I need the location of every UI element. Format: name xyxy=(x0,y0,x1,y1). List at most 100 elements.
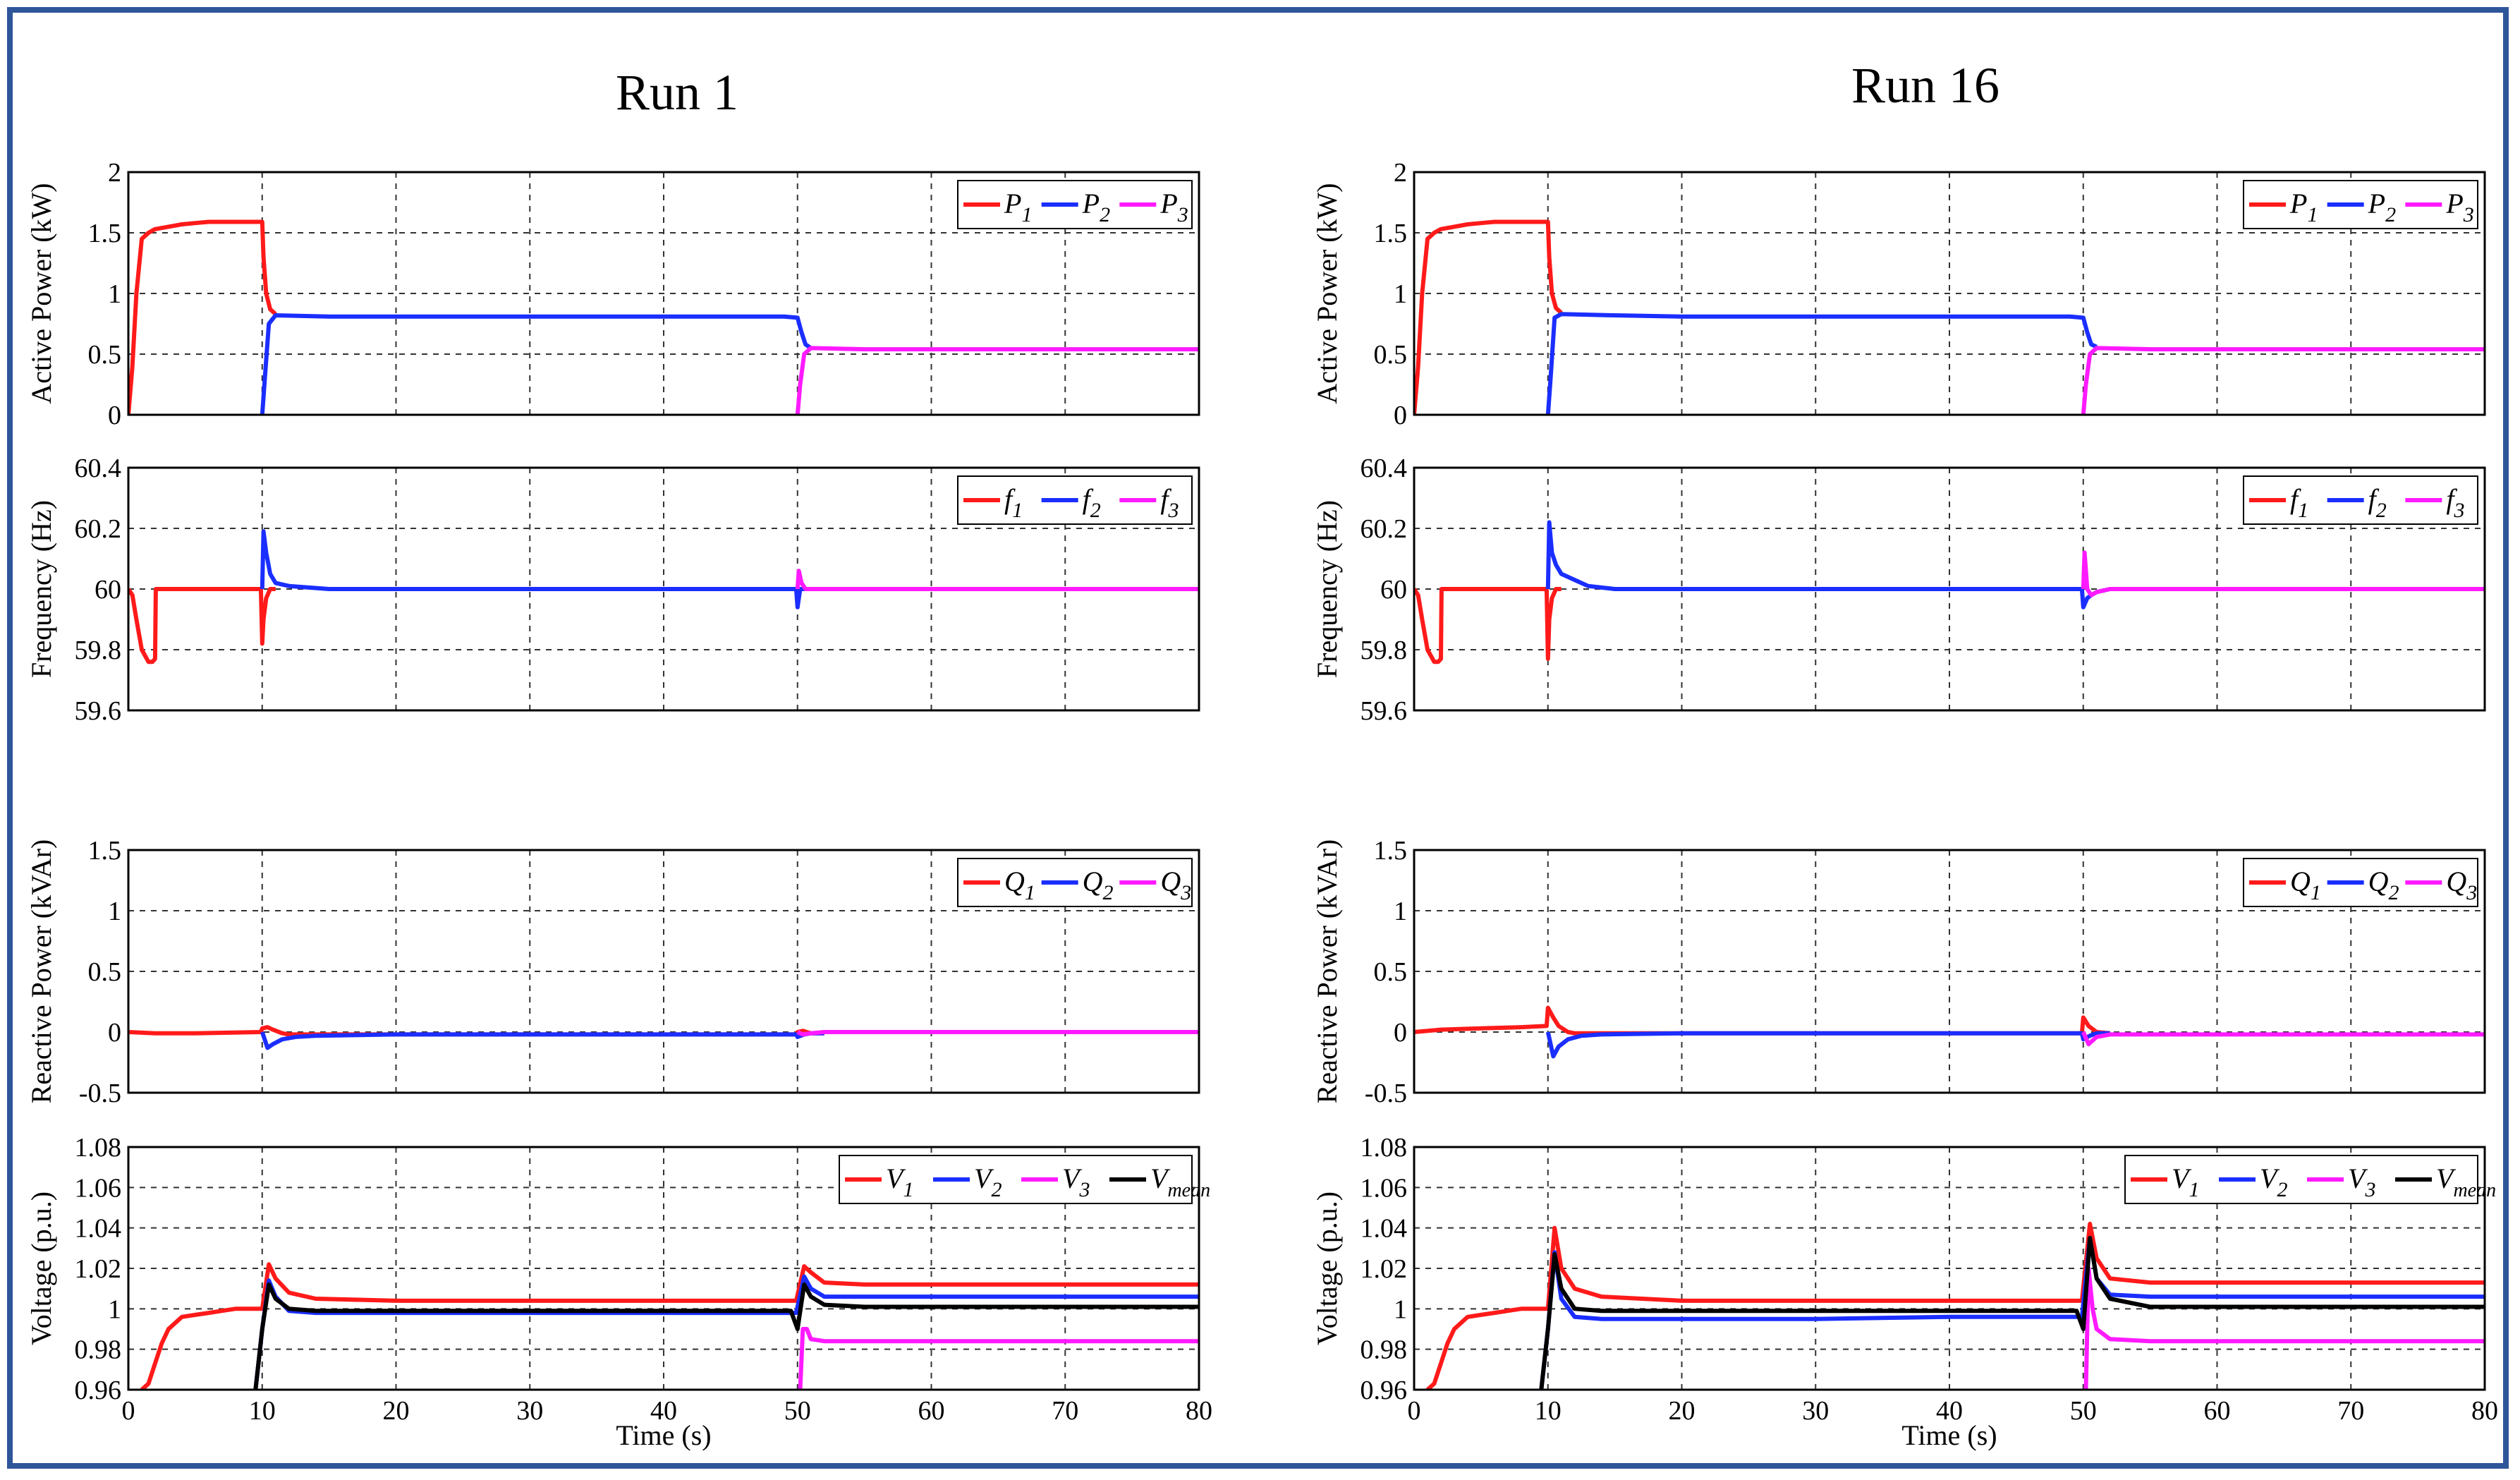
legend: V1 V2 V3 Vmean xyxy=(2124,1155,2496,1204)
x-tick-label: 40 xyxy=(650,1396,677,1426)
legend: f1 f2 f3 xyxy=(957,475,1193,525)
y-tick-label: 1.06 xyxy=(1361,1173,1408,1203)
legend-subscript: 1 xyxy=(2298,499,2308,522)
y-tick-label: -0.5 xyxy=(79,1079,121,1108)
legend-label: P2 xyxy=(1082,188,1110,226)
legend-label: Q2 xyxy=(1083,866,1114,904)
legend-subscript: 3 xyxy=(1078,1178,1090,1201)
y-axis-label: Active Power (kW) xyxy=(1311,183,1343,404)
legend-label: Q1 xyxy=(1004,866,1035,904)
legend-subscript: 1 xyxy=(1021,203,1032,226)
legend-label: Q3 xyxy=(1160,866,1191,904)
legend-symbol: V xyxy=(1150,1163,1171,1194)
legend-label: Vmean xyxy=(2436,1163,2496,1201)
legend-subscript: 1 xyxy=(903,1178,913,1201)
y-tick-label: 1.02 xyxy=(1361,1254,1408,1284)
legend-subscript: 2 xyxy=(2376,499,2387,522)
legend: P1 P2 P3 xyxy=(2243,180,2478,229)
series-line-P1 xyxy=(128,219,277,415)
legend-symbol: P xyxy=(2289,188,2307,219)
legend: Q1 Q2 Q3 xyxy=(2243,858,2478,907)
legend-subscript: 2 xyxy=(2277,1178,2287,1201)
legend-subscript: 1 xyxy=(2189,1178,2199,1201)
panel-frequency-run2: 59.6 59.8 60 60.2 60.4 Frequency (Hz) f1 f2 f3 xyxy=(1311,454,2486,726)
x-axis-label-run2: Time (s) xyxy=(1901,1419,1997,1451)
x-tick-label: 20 xyxy=(1669,1396,1696,1426)
plot-frame xyxy=(127,466,1200,712)
series-line-V3 xyxy=(2083,1266,2485,1390)
legend-symbol: Q xyxy=(1004,866,1025,897)
series-line-V1 xyxy=(140,1262,1199,1390)
series-line-f2 xyxy=(260,529,811,609)
panel-voltage-run2: 0 10 20 30 40 50 60 70 80 0.96 0.98 1 1.02 1.04 1.06 1.… xyxy=(1311,1133,2498,1426)
x-tick-label: 30 xyxy=(516,1396,543,1426)
y-axis-label: Voltage (p.u.) xyxy=(25,1191,57,1345)
x-tick-label: 0 xyxy=(1408,1396,1421,1426)
legend-label: V3 xyxy=(1062,1163,1090,1201)
y-tick-label: 1.06 xyxy=(75,1173,122,1203)
x-tick-label: 20 xyxy=(383,1396,410,1426)
legend-subscript: 3 xyxy=(1167,499,1179,522)
panel-voltage-run1: 0 10 20 30 40 50 60 70 80 0.96 0.98 1 1.02 1.04 1.06 1.… xyxy=(25,1133,1212,1426)
x-tick-label: 60 xyxy=(918,1396,945,1426)
series-line-P3 xyxy=(2081,346,2485,415)
x-tick-label: 0 xyxy=(122,1396,135,1426)
legend-symbol: P xyxy=(1082,188,1100,219)
y-tick-label: 60.4 xyxy=(75,454,122,483)
legend-subscript: 3 xyxy=(2463,203,2474,226)
legend-subscript: 3 xyxy=(2466,881,2477,904)
legend-label: P3 xyxy=(1159,188,1188,226)
y-tick-label: 1.04 xyxy=(1361,1214,1408,1244)
series-line-P2 xyxy=(260,313,812,415)
plot-frame xyxy=(1413,849,2486,1094)
x-tick-label: 50 xyxy=(784,1396,811,1426)
legend-subscript: 3 xyxy=(2364,1178,2375,1201)
run-16-title: Run 16 xyxy=(1851,57,2000,114)
y-tick-label: 1 xyxy=(1394,279,1407,309)
legend-subscript: mean xyxy=(2453,1179,2496,1201)
series-line-Vmean xyxy=(1539,1236,2485,1390)
y-tick-label: 0.5 xyxy=(1374,340,1408,370)
y-tick-label: 1 xyxy=(1394,897,1407,926)
legend-symbol: V xyxy=(2260,1163,2280,1194)
legend-label: P2 xyxy=(2368,188,2396,226)
legend-label: V1 xyxy=(2172,1163,2199,1201)
legend-symbol: V xyxy=(2172,1163,2192,1194)
plot-frame xyxy=(127,1146,1200,1391)
y-tick-label: 1.5 xyxy=(88,836,122,866)
y-tick-label: 1.02 xyxy=(75,1254,122,1284)
legend-subscript: 1 xyxy=(1025,881,1035,904)
legend-subscript: 2 xyxy=(2385,203,2396,226)
legend-symbol: V xyxy=(1062,1163,1083,1194)
y-tick-label: 0.96 xyxy=(75,1376,122,1405)
legend-label: P3 xyxy=(2445,188,2473,226)
y-tick-label: 1.5 xyxy=(1374,219,1408,248)
y-tick-label: 1.08 xyxy=(75,1133,122,1163)
series-line-V3 xyxy=(798,1327,1199,1390)
y-axis-label: Reactive Power (kVAr) xyxy=(1311,839,1343,1104)
series-line-f3 xyxy=(2081,550,2485,598)
series-line-Vmean xyxy=(253,1282,1199,1390)
legend-symbol: P xyxy=(1004,188,1021,219)
series-line-f3 xyxy=(795,569,1199,591)
legend-label: V1 xyxy=(886,1163,913,1201)
y-axis-label: Frequency (Hz) xyxy=(25,500,57,678)
legend-subscript: 2 xyxy=(1100,203,1110,226)
y-tick-label: 59.8 xyxy=(1361,636,1408,665)
y-tick-label: 2 xyxy=(1394,158,1407,188)
y-tick-label: -0.5 xyxy=(1365,1079,1407,1108)
y-tick-label: 60.4 xyxy=(1361,454,1408,483)
y-tick-label: 0.96 xyxy=(1361,1376,1408,1405)
y-axis-label: Voltage (p.u.) xyxy=(1311,1191,1343,1345)
legend-label: f2 xyxy=(1083,483,1101,522)
y-tick-label: 1 xyxy=(1394,1294,1407,1324)
x-tick-label: 50 xyxy=(2070,1396,2097,1426)
x-tick-label: 10 xyxy=(249,1396,276,1426)
legend-symbol: Q xyxy=(2446,866,2466,897)
series-line-V1 xyxy=(1425,1221,2485,1390)
y-tick-label: 59.6 xyxy=(1361,696,1408,726)
legend-symbol: V xyxy=(2436,1163,2457,1194)
